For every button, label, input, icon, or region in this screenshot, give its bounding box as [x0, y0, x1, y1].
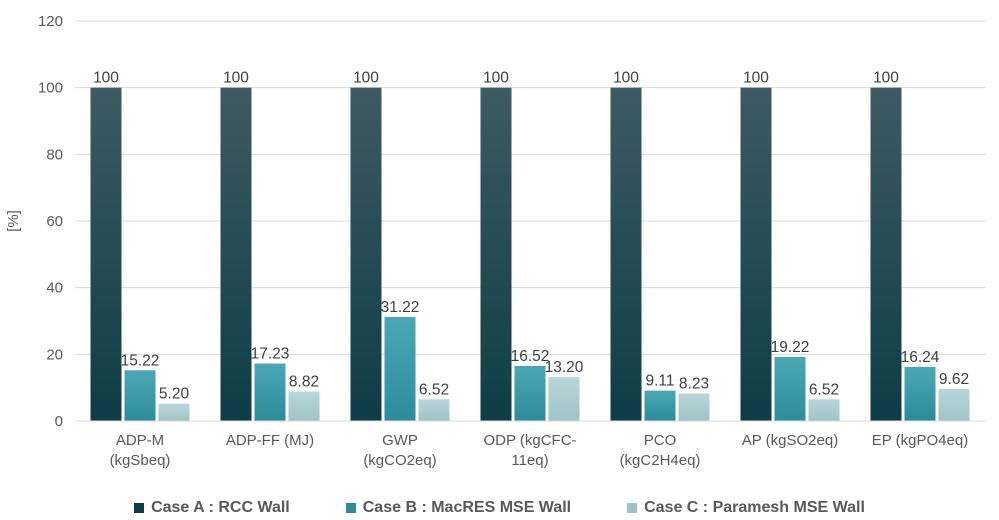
legend-item: Case A : RCC Wall [134, 499, 290, 517]
x-tick-label-line: (kgCO2eq) [363, 452, 436, 469]
data-label: 8.82 [289, 374, 319, 391]
x-tick-label-line: EP (kgPO4eq) [872, 432, 968, 449]
x-tick-label: AP (kgSO2eq) [742, 432, 838, 449]
bar [610, 87, 642, 422]
x-tick-label-line: (kgSbeq) [110, 452, 171, 469]
data-label: 9.11 [645, 373, 674, 390]
data-label: 6.52 [809, 381, 839, 398]
bar [774, 356, 806, 421]
legend: Case A : RCC Wall Case B : MacRES MSE Wal… [0, 496, 999, 520]
x-axis-ticks: ADP-M (kgSbeq) ADP-FF (MJ) GWP (kgCO2eq) ODP … [110, 432, 969, 469]
data-label: 17.23 [251, 346, 290, 363]
legend-swatch [345, 503, 356, 513]
y-tick-label: 0 [55, 413, 63, 430]
x-tick-label-line: ODP (kgCFC- [483, 432, 576, 449]
y-tick-label: 60 [46, 213, 63, 230]
y-tick-label: 100 [38, 80, 63, 97]
y-axis-ticks: 0 20 40 60 80 100 120 [38, 13, 63, 430]
data-label: 100 [873, 70, 899, 87]
y-axis-label: [%] [5, 210, 22, 232]
data-label: 100 [353, 70, 379, 87]
data-label: 100 [483, 70, 509, 87]
bar [548, 377, 580, 421]
x-tick-label-line: ADP-M [116, 432, 164, 449]
data-label: 9.62 [939, 371, 969, 388]
legend-swatch [627, 503, 638, 513]
x-tick-label: PCO (kgC2H4eq) [620, 432, 701, 469]
data-label: 19.22 [771, 339, 810, 356]
x-tick-label-line: AP (kgSO2eq) [742, 432, 838, 449]
bar [678, 393, 710, 421]
bar [938, 388, 970, 421]
x-tick-label-line: ADP-FF (MJ) [226, 432, 314, 449]
bar [644, 390, 676, 421]
y-tick-label: 40 [46, 280, 63, 297]
bar [384, 316, 416, 421]
data-label: 8.23 [679, 376, 709, 393]
data-label: 100 [743, 70, 769, 87]
bar [514, 365, 546, 421]
bars [90, 87, 970, 422]
x-tick-label-line: (kgC2H4eq) [620, 452, 701, 469]
legend-label: Case C : Paramesh MSE Wall [644, 499, 865, 516]
legend-label: Case B : MacRES MSE Wall [362, 499, 572, 516]
bar [870, 87, 902, 422]
y-tick-label: 80 [46, 146, 63, 163]
bar [220, 87, 252, 422]
legend-swatch [134, 503, 145, 513]
data-labels: 100 15.22 5.20 100 17.23 8.82 100 31.22 6.52 100 1… [93, 70, 969, 403]
legend-label: Case A : RCC Wall [151, 499, 290, 516]
legend-item: Case B : MacRES MSE Wall [345, 499, 572, 517]
bar [808, 399, 840, 421]
bar [740, 87, 772, 422]
data-label: 5.20 [159, 386, 190, 403]
bar [288, 391, 320, 421]
bar [158, 403, 190, 421]
bar [124, 370, 156, 421]
data-label: 16.52 [511, 348, 550, 365]
bar [254, 363, 286, 421]
data-label: 100 [93, 70, 119, 87]
x-tick-label-line: GWP [382, 432, 418, 449]
x-tick-label: ODP (kgCFC- 11eq) [483, 432, 576, 469]
x-tick-label: ADP-M (kgSbeq) [110, 432, 171, 469]
bar [904, 366, 936, 421]
bar [418, 399, 450, 421]
x-tick-label-line: 11eq) [511, 452, 548, 469]
data-label: 6.52 [419, 381, 449, 398]
x-tick-label-line: PCO [644, 432, 677, 449]
data-label: 100 [223, 70, 249, 87]
legend-item: Case C : Paramesh MSE Wall [627, 499, 865, 517]
x-tick-label: ADP-FF (MJ) [226, 432, 314, 449]
gridlines [75, 20, 985, 355]
y-tick-label: 120 [38, 13, 63, 30]
x-tick-label: EP (kgPO4eq) [872, 432, 968, 449]
bar [350, 87, 382, 422]
data-label: 16.24 [901, 349, 940, 366]
bar [90, 87, 122, 422]
data-label: 15.22 [121, 352, 160, 369]
x-tick-label: GWP (kgCO2eq) [363, 432, 436, 469]
data-label: 13.20 [545, 359, 584, 376]
data-label: 31.22 [381, 299, 420, 316]
bar-chart: 0 20 40 60 80 100 120 [%] 100 15.22 5.20 100 17.23… [5, 13, 985, 469]
data-label: 100 [613, 70, 639, 87]
y-tick-label: 20 [46, 346, 63, 363]
bar [480, 87, 512, 422]
